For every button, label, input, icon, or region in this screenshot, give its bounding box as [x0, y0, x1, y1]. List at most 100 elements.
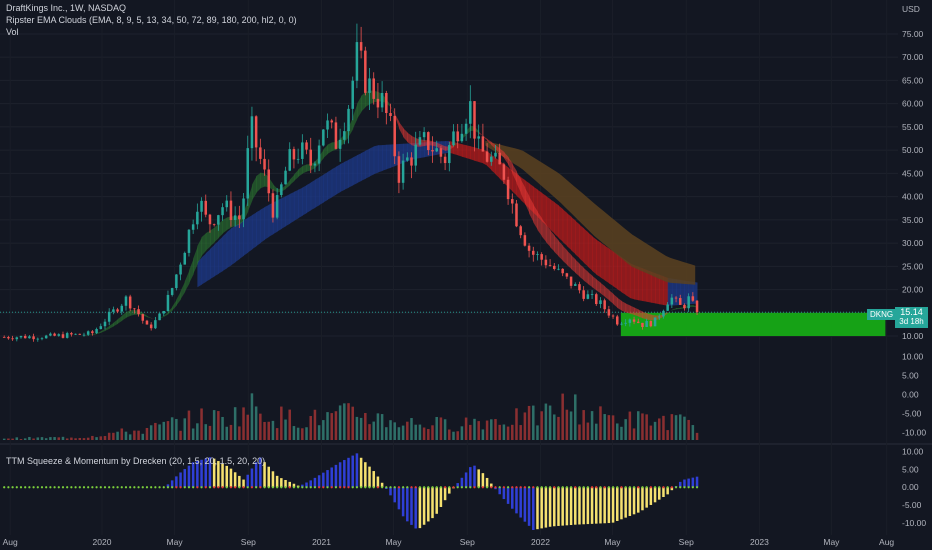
candle-body: [36, 338, 40, 340]
squeeze-dot: [343, 486, 346, 489]
ema-cloud-fast-segment: [285, 179, 291, 189]
squeeze-dot: [11, 486, 14, 489]
volume-bar: [305, 427, 308, 440]
squeeze-dot: [418, 486, 422, 489]
price-tick-label: 30.00: [902, 238, 924, 248]
ema-cloud-fast-segment: [554, 235, 559, 257]
candle-body: [586, 294, 590, 299]
volume-bar: [179, 430, 182, 440]
ema-cloud-34-50-segment: [608, 248, 614, 287]
volume-bar: [347, 403, 350, 440]
volume-bar: [443, 419, 447, 440]
squeeze-dot: [502, 486, 505, 489]
candle-body: [313, 163, 317, 166]
ema-cloud-fast-segment: [571, 255, 576, 273]
ema-cloud-34-50-segment: [365, 148, 370, 179]
volume-bar: [544, 403, 548, 440]
squeeze-dot: [607, 486, 610, 489]
ttm-squeeze-legend: TTM Squeeze & Momentum by Drecken (20, 1…: [6, 456, 266, 466]
ema-cloud-fast-segment: [327, 142, 333, 154]
ema-cloud-34-50-segment: [281, 196, 286, 229]
squeeze-dot: [586, 486, 589, 489]
squeeze-dot: [527, 486, 531, 489]
candle-body: [422, 132, 426, 138]
squeeze-dot: [674, 486, 678, 489]
volume-bar: [586, 422, 590, 440]
ema-cloud-fast-segment: [117, 315, 123, 324]
ema-cloud-34-50-segment: [247, 215, 253, 253]
ema-cloud-fast-segment: [604, 286, 610, 301]
ema-cloud-fast-segment: [214, 223, 219, 243]
squeeze-dot: [322, 486, 325, 489]
candle-body: [452, 131, 455, 146]
ema-cloud-34-50-segment: [592, 236, 597, 275]
momentum-bar: [548, 487, 552, 527]
ema-cloud-fast-segment: [575, 259, 580, 277]
volume-bar: [636, 411, 640, 440]
ema-cloud-34-50-segment: [575, 220, 580, 259]
squeeze-dot: [368, 486, 371, 489]
candle-body: [456, 131, 459, 142]
momentum-bar: [166, 484, 170, 488]
squeeze-dot: [103, 486, 107, 489]
candle-body: [553, 265, 556, 269]
momentum-bar: [519, 487, 522, 518]
ema-cloud-34-50-segment: [386, 144, 391, 170]
squeeze-dot: [133, 486, 136, 489]
ema-cloud-fast-segment: [667, 309, 673, 313]
squeeze-dot: [553, 486, 556, 489]
momentum-bar: [313, 477, 317, 488]
momentum-bar: [422, 487, 426, 525]
ema-cloud-fast-segment: [352, 103, 358, 130]
candle-body: [481, 136, 485, 152]
candle-body: [103, 321, 107, 327]
ema-cloud-fast-segment: [613, 293, 618, 308]
price-tick-label: 20.00: [902, 285, 924, 295]
squeeze-dot: [225, 486, 228, 489]
momentum-bar: [553, 487, 556, 527]
ema-cloud-layer: [83, 90, 698, 336]
squeeze-dot: [444, 486, 447, 489]
ema-cloud-34-50-segment: [310, 179, 316, 211]
ema-cloud-fast-segment: [520, 179, 526, 204]
squeeze-dot: [36, 486, 39, 489]
squeeze-dot: [208, 486, 212, 489]
volume-bar: [103, 436, 107, 440]
volume-bar: [460, 426, 464, 440]
candle-body: [389, 113, 392, 117]
candle-body: [372, 78, 375, 99]
candles-layer: [2, 23, 699, 342]
momentum-bar: [653, 487, 657, 503]
volume-bar: [397, 427, 401, 440]
squeeze-dot: [32, 486, 35, 489]
momentum-bar: [380, 482, 384, 488]
ema-cloud-fast-segment: [587, 271, 593, 288]
candle-body: [301, 142, 304, 159]
squeeze-dot: [129, 486, 132, 489]
ema-cloud-fast-segment: [453, 142, 459, 147]
candle-body: [271, 193, 275, 218]
volume-bar: [70, 437, 73, 440]
ema-cloud-34-50-segment: [382, 144, 387, 171]
ema-cloud-34-50-segment: [663, 276, 669, 306]
candle-body: [460, 133, 464, 142]
price-tick-label: 50.00: [902, 145, 924, 155]
time-tick-label: 2020: [93, 537, 112, 547]
volume-bar: [355, 416, 359, 440]
time-tick-label: Sep: [241, 537, 256, 547]
candle-body: [225, 200, 229, 208]
volume-bar: [561, 393, 564, 440]
candle-body: [410, 157, 413, 166]
volume-bar: [112, 432, 115, 440]
time-tick-label: Sep: [679, 537, 694, 547]
candle-body: [439, 148, 443, 157]
ema-cloud-34-50-segment: [335, 164, 341, 195]
time-tick-label: May: [823, 537, 840, 547]
candle-body: [607, 309, 611, 316]
squeeze-dot: [61, 486, 65, 489]
momentum-bar: [557, 487, 560, 526]
volume-bar: [242, 407, 245, 440]
ema-cloud-34-50-segment: [306, 182, 312, 213]
squeeze-dot: [557, 486, 560, 489]
volume-bar: [574, 394, 577, 440]
